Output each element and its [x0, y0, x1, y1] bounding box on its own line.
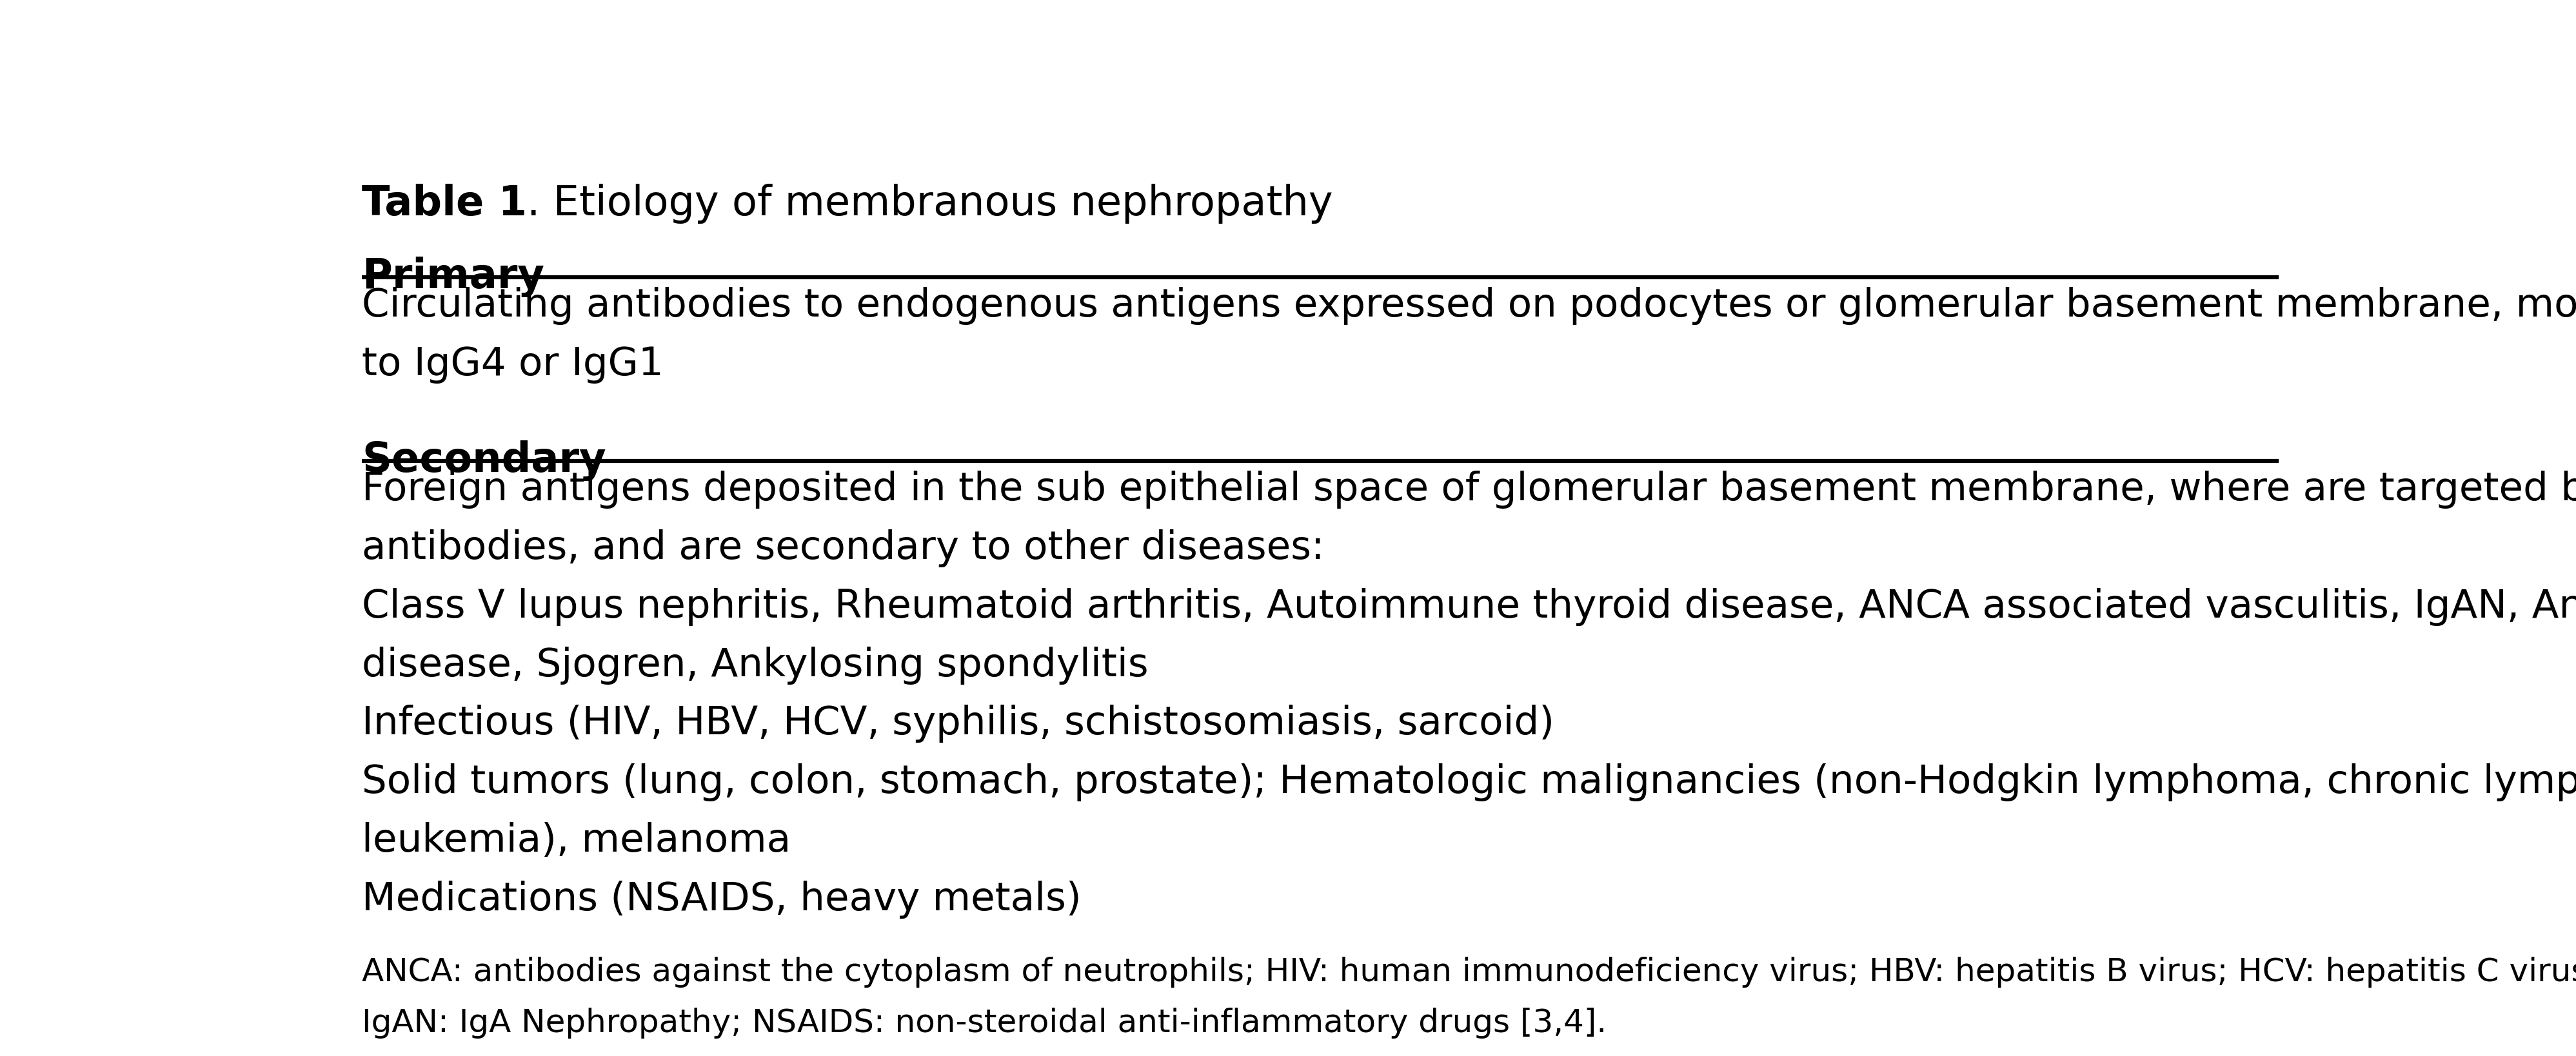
- Text: Medications (NSAIDS, heavy metals): Medications (NSAIDS, heavy metals): [361, 881, 1082, 919]
- Text: Circulating antibodies to endogenous antigens expressed on podocytes or glomerul: Circulating antibodies to endogenous ant…: [361, 287, 2576, 325]
- Text: antibodies, and are secondary to other diseases:: antibodies, and are secondary to other d…: [361, 529, 1324, 567]
- Text: Secondary: Secondary: [361, 440, 605, 482]
- Text: Infectious (HIV, HBV, HCV, syphilis, schistosomiasis, sarcoid): Infectious (HIV, HBV, HCV, syphilis, sch…: [361, 704, 1553, 742]
- Text: ANCA: antibodies against the cytoplasm of neutrophils; HIV: human immunodeficien: ANCA: antibodies against the cytoplasm o…: [361, 957, 2576, 987]
- Text: Foreign antigens deposited in the sub epithelial space of glomerular basement me: Foreign antigens deposited in the sub ep…: [361, 471, 2576, 509]
- Text: IgAN: IgA Nephropathy; NSAIDS: non-steroidal anti-inflammatory drugs [3,4].: IgAN: IgA Nephropathy; NSAIDS: non-stero…: [361, 1007, 1607, 1038]
- Text: leukemia), melanoma: leukemia), melanoma: [361, 822, 791, 860]
- Text: Solid tumors (lung, colon, stomach, prostate); Hematologic malignancies (non-Hod: Solid tumors (lung, colon, stomach, pros…: [361, 763, 2576, 802]
- Text: Class V lupus nephritis, Rheumatoid arthritis, Autoimmune thyroid disease, ANCA : Class V lupus nephritis, Rheumatoid arth…: [361, 588, 2576, 626]
- Text: Primary: Primary: [361, 257, 544, 298]
- Text: to IgG4 or IgG1: to IgG4 or IgG1: [361, 345, 665, 383]
- Text: . Etiology of membranous nephropathy: . Etiology of membranous nephropathy: [528, 184, 1332, 224]
- Text: disease, Sjogren, Ankylosing spondylitis: disease, Sjogren, Ankylosing spondylitis: [361, 646, 1149, 684]
- Text: Table 1: Table 1: [361, 184, 528, 224]
